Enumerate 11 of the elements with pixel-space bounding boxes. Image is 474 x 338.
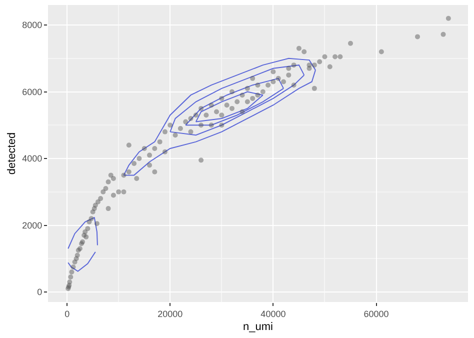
x-axis-title: n_umi bbox=[243, 321, 273, 333]
y-tick-label: 0 bbox=[37, 287, 42, 298]
y-tick-label: 6000 bbox=[22, 86, 42, 97]
x-tick-label: 20000 bbox=[158, 308, 183, 319]
x-tick-label: 0 bbox=[64, 308, 70, 319]
y-axis-title: detected bbox=[6, 132, 18, 175]
x-tick-label: 60000 bbox=[364, 308, 389, 319]
y-tick-label: 4000 bbox=[22, 154, 42, 164]
y-tick-label: 8000 bbox=[22, 20, 42, 30]
x-tick-label: 40000 bbox=[260, 308, 286, 319]
y-tick-label: 2000 bbox=[22, 220, 42, 230]
